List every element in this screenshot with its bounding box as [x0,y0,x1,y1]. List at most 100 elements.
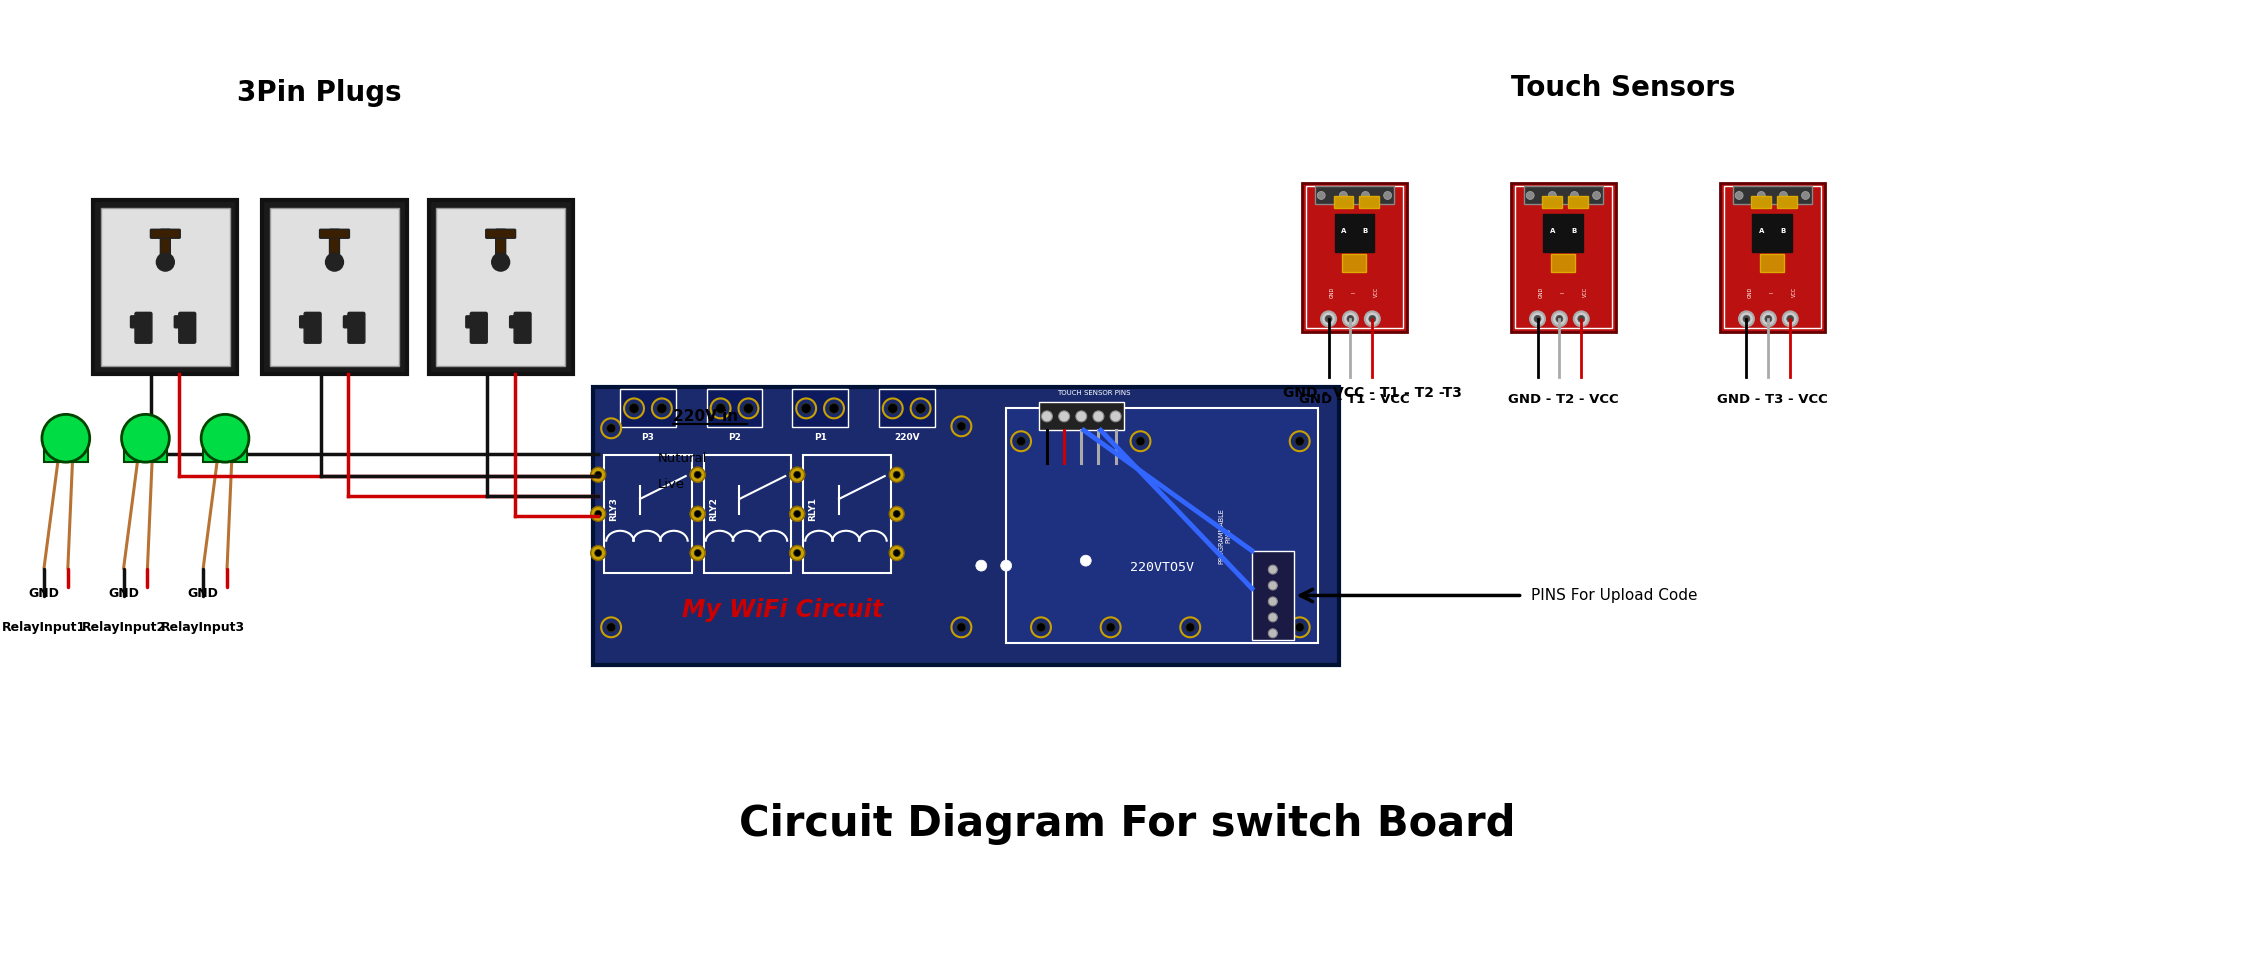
Circle shape [1535,315,1542,322]
Circle shape [628,403,640,414]
Text: GND: GND [1331,286,1335,298]
Circle shape [1342,311,1358,326]
Circle shape [1079,555,1091,566]
Circle shape [1017,436,1026,446]
Circle shape [893,549,900,556]
Circle shape [657,403,666,414]
FancyBboxPatch shape [330,229,339,264]
Circle shape [1362,191,1369,199]
Circle shape [1526,191,1535,199]
FancyBboxPatch shape [1732,186,1811,204]
FancyBboxPatch shape [1544,215,1584,252]
FancyBboxPatch shape [1524,186,1602,204]
Circle shape [1295,436,1304,446]
Circle shape [1012,431,1030,451]
Circle shape [693,510,700,517]
Circle shape [738,398,758,419]
Circle shape [794,549,801,556]
Circle shape [1548,191,1557,199]
Circle shape [956,422,965,430]
FancyBboxPatch shape [1777,196,1797,209]
Text: I: I [1771,291,1775,293]
Circle shape [1135,436,1144,446]
FancyBboxPatch shape [1335,215,1373,252]
Text: RLY3: RLY3 [610,497,619,521]
Circle shape [491,253,509,271]
Circle shape [1102,618,1120,637]
Circle shape [691,546,705,560]
Circle shape [1553,311,1566,326]
Text: RelayInput3: RelayInput3 [162,621,245,633]
FancyBboxPatch shape [792,389,848,427]
Circle shape [595,471,601,478]
Circle shape [1290,618,1310,637]
Circle shape [1131,431,1151,451]
Circle shape [1385,191,1391,199]
Circle shape [790,546,806,560]
Circle shape [1571,191,1578,199]
FancyBboxPatch shape [1315,186,1394,204]
Circle shape [606,424,615,432]
FancyBboxPatch shape [467,316,476,328]
Circle shape [693,549,700,556]
Circle shape [653,398,671,419]
Circle shape [1364,311,1380,326]
FancyBboxPatch shape [1360,196,1380,209]
Circle shape [1037,623,1046,631]
Text: GND - T2 - VCC: GND - T2 - VCC [1508,393,1618,406]
Circle shape [1295,623,1304,631]
Circle shape [1782,311,1797,326]
FancyBboxPatch shape [204,442,247,462]
Circle shape [1346,315,1353,322]
Text: B: B [1571,228,1578,234]
FancyBboxPatch shape [1753,215,1793,252]
FancyBboxPatch shape [263,200,406,374]
FancyBboxPatch shape [175,316,186,328]
Circle shape [691,546,705,560]
Text: Nutural: Nutural [657,452,707,465]
Circle shape [1185,623,1194,631]
Circle shape [1322,311,1335,326]
Circle shape [1093,411,1104,422]
Circle shape [1573,311,1589,326]
Circle shape [889,468,904,482]
Circle shape [951,618,972,637]
Circle shape [790,546,806,560]
Circle shape [790,507,806,521]
FancyBboxPatch shape [135,312,153,344]
Circle shape [43,415,90,462]
Circle shape [1268,613,1277,622]
Circle shape [828,403,839,414]
FancyBboxPatch shape [485,229,516,238]
Circle shape [1106,623,1115,631]
Circle shape [590,468,606,482]
Text: Circuit Diagram For switch Board: Circuit Diagram For switch Board [738,803,1515,845]
Circle shape [1757,191,1766,199]
Text: A: A [1759,228,1764,234]
Circle shape [1317,191,1326,199]
Text: PROGRAMMABLE
PINS: PROGRAMMABLE PINS [1218,508,1232,564]
Circle shape [1340,191,1346,199]
Circle shape [1802,191,1809,199]
Circle shape [1735,191,1744,199]
Circle shape [1075,411,1086,422]
FancyBboxPatch shape [319,229,350,238]
FancyBboxPatch shape [123,442,168,462]
FancyBboxPatch shape [269,208,399,366]
Circle shape [797,398,817,419]
Circle shape [1180,618,1201,637]
FancyBboxPatch shape [1302,183,1407,332]
Text: P1: P1 [815,433,826,442]
Circle shape [790,468,806,482]
FancyBboxPatch shape [1510,183,1616,332]
FancyBboxPatch shape [438,208,565,366]
Circle shape [325,253,343,271]
Text: I: I [1562,291,1566,293]
Text: GND: GND [29,587,58,600]
Circle shape [691,468,705,482]
Circle shape [794,549,801,556]
FancyBboxPatch shape [1342,254,1367,272]
Text: RelayInput2: RelayInput2 [81,621,166,633]
Text: My WiFi Circuit: My WiFi Circuit [682,598,882,623]
Circle shape [691,507,705,521]
